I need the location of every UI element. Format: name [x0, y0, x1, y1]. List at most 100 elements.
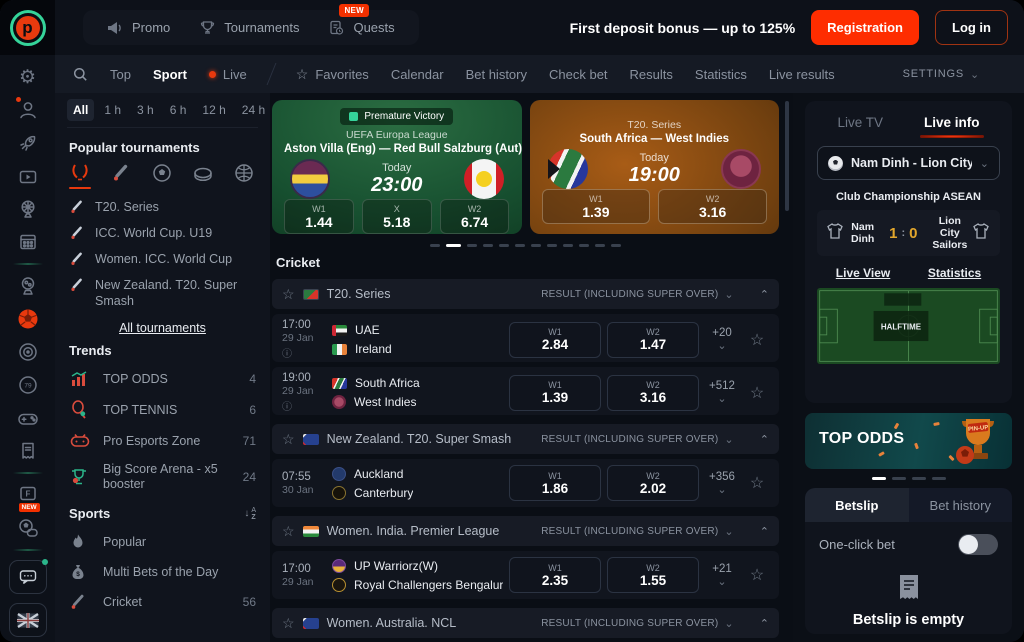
live-view-link[interactable]: Live View: [835, 266, 891, 280]
odds-w1-button[interactable]: W1 2.35: [509, 557, 601, 593]
odds-w1-button[interactable]: W1 1.39: [541, 189, 651, 224]
top-odds-banner[interactable]: TOP ODDS PIN-UP: [805, 413, 1012, 469]
bingo-icon[interactable]: [16, 230, 40, 254]
more-markets-button[interactable]: +21 ⌄: [712, 562, 732, 588]
carousel-dot[interactable]: [563, 244, 573, 247]
football-icon-active[interactable]: [16, 307, 40, 331]
disc-79-icon[interactable]: 79: [16, 373, 40, 397]
more-markets-button[interactable]: +356 ⌄: [709, 470, 735, 496]
favorite-star-icon[interactable]: ☆: [749, 475, 765, 492]
settings-button[interactable]: SETTINGS ⌄: [902, 68, 980, 81]
odds-w1-button[interactable]: W1 2.84: [509, 321, 601, 358]
odds-w2-button[interactable]: W2 1.47: [607, 321, 699, 358]
market-selector[interactable]: RESULT (INCLUDING SUPER OVER) ⌄: [541, 288, 734, 301]
banner-dot[interactable]: [911, 477, 926, 480]
main-scrollbar[interactable]: [785, 101, 789, 211]
sort-az-button[interactable]: ↓ A Z: [244, 506, 256, 521]
registration-button[interactable]: Registration: [811, 10, 919, 45]
trend-top-odds[interactable]: TOP ODDS 4: [69, 370, 256, 388]
tournament-item[interactable]: New Zealand. T20. Super Smash: [69, 277, 256, 309]
trend-big-score-arena[interactable]: Big Score Arena - x5 booster 24: [69, 462, 256, 492]
favorite-star-icon[interactable]: ☆: [749, 331, 765, 349]
tab-laurel[interactable]: [69, 163, 91, 189]
league-header-nz-super-smash[interactable]: ☆ New Zealand. T20. Super Smash RESULT (…: [272, 424, 779, 454]
carousel-dot-active[interactable]: [446, 244, 461, 247]
more-markets-button[interactable]: +512 ⌄: [709, 380, 735, 405]
favorite-star-icon[interactable]: ☆: [749, 384, 765, 402]
all-tournaments-link[interactable]: All tournaments: [119, 321, 206, 335]
collapse-icon[interactable]: ⌃: [759, 617, 769, 630]
banner-dot-active[interactable]: [871, 477, 886, 480]
collapse-icon[interactable]: ⌃: [759, 288, 769, 301]
subnav-check-bet[interactable]: Check bet: [549, 66, 608, 82]
info-icon[interactable]: ⓘ: [282, 402, 292, 413]
subnav-favorites[interactable]: ☆ Favorites: [295, 65, 369, 82]
favorite-star-icon[interactable]: ☆: [749, 567, 765, 584]
tournament-item[interactable]: ICC. World Cup. U19: [69, 225, 256, 241]
subnav-calendar[interactable]: Calendar: [390, 66, 444, 82]
odds-w1-button[interactable]: W1 1.44: [284, 199, 354, 234]
match-row[interactable]: 07:55 30 Jan Auckland Canterbury W1 1.86 W…: [272, 459, 779, 507]
odds-w2-button[interactable]: W2 3.16: [607, 374, 699, 411]
carousel-dot[interactable]: [430, 244, 440, 247]
tournament-item[interactable]: T20. Series: [69, 199, 256, 215]
sport-multibets[interactable]: $ Multi Bets of the Day: [69, 563, 256, 581]
sport-cricket[interactable]: Cricket 56: [69, 593, 256, 611]
login-button[interactable]: Log in: [935, 10, 1008, 45]
tab-football[interactable]: [151, 163, 173, 189]
tab-bet-history[interactable]: Bet history: [929, 497, 991, 513]
time-filter-12h[interactable]: 12 h: [202, 103, 226, 117]
sport-popular[interactable]: Popular: [69, 533, 256, 551]
support-agent-icon[interactable]: [15, 97, 40, 122]
time-filter-all[interactable]: All: [67, 99, 95, 121]
esports-football-icon[interactable]: [16, 516, 40, 540]
info-icon[interactable]: ⓘ: [282, 349, 292, 360]
favorite-star-icon[interactable]: ☆: [282, 614, 295, 631]
odds-w2-button[interactable]: W2 2.02: [607, 465, 699, 501]
odds-w2-button[interactable]: W2 6.74: [439, 199, 510, 234]
live-stream-tv-icon[interactable]: [16, 164, 40, 188]
one-click-bet-toggle[interactable]: [958, 534, 998, 555]
market-selector[interactable]: RESULT (INCLUDING SUPER OVER) ⌄: [541, 433, 734, 446]
favorite-star-icon[interactable]: ☆: [282, 522, 295, 539]
odds-w1-button[interactable]: W1 1.39: [509, 374, 601, 411]
nav-promo[interactable]: Promo: [107, 20, 170, 35]
tab-live-info[interactable]: Live info: [924, 115, 980, 138]
market-selector[interactable]: RESULT (INCLUDING SUPER OVER) ⌄: [541, 525, 734, 538]
lottery-icon[interactable]: [16, 274, 40, 298]
target-icon[interactable]: [16, 340, 40, 364]
carousel-dot[interactable]: [547, 244, 557, 247]
trend-pro-esports[interactable]: Pro Esports Zone 71: [69, 432, 256, 450]
time-filter-6h[interactable]: 6 h: [169, 103, 187, 117]
odds-w1-button[interactable]: W1 1.86: [509, 465, 601, 501]
tab-hockey[interactable]: [192, 163, 214, 189]
support-chat-button[interactable]: [8, 559, 48, 594]
league-header-women-india-pl[interactable]: ☆ Women. India. Premier League RESULT (I…: [272, 516, 779, 546]
league-header-t20-series[interactable]: ☆ T20. Series RESULT (INCLUDING SUPER OV…: [272, 279, 779, 309]
tab-betslip[interactable]: Betslip: [805, 488, 909, 522]
carousel-dot[interactable]: [467, 244, 477, 247]
carousel-dot[interactable]: [499, 244, 509, 247]
subnav-top[interactable]: Top: [110, 66, 131, 82]
carousel-dot[interactable]: [611, 244, 621, 247]
league-header-women-australia-ncl[interactable]: ☆ Women. Australia. NCL RESULT (INCLUDIN…: [272, 608, 779, 638]
favorite-star-icon[interactable]: ☆: [282, 430, 295, 447]
collapse-icon[interactable]: ⌃: [759, 433, 769, 446]
live-match-select[interactable]: Nam Dinh - Lion City Sailors ⌄: [817, 146, 1000, 180]
statistics-link[interactable]: Statistics: [927, 266, 982, 280]
nav-tournaments[interactable]: Tournaments: [200, 20, 299, 35]
time-filter-1h[interactable]: 1 h: [104, 103, 122, 117]
subnav-results[interactable]: Results: [629, 66, 673, 82]
tab-basketball[interactable]: [233, 163, 255, 189]
nav-quests[interactable]: NEW Quests: [329, 4, 395, 35]
carousel-dot[interactable]: [595, 244, 605, 247]
subnav-sport[interactable]: Sport: [152, 66, 187, 82]
match-row[interactable]: 17:00 29 Jan UP Warriorz(W) Royal Challen…: [272, 551, 779, 599]
carousel-dot[interactable]: [483, 244, 493, 247]
tournament-item[interactable]: Women. ICC. World Cup: [69, 251, 256, 267]
banner-dot[interactable]: [931, 477, 946, 480]
carousel-dot[interactable]: [531, 244, 541, 247]
search-icon[interactable]: [73, 67, 88, 82]
more-markets-button[interactable]: +20 ⌄: [712, 327, 732, 352]
odds-w2-button[interactable]: W2 1.55: [607, 557, 699, 593]
